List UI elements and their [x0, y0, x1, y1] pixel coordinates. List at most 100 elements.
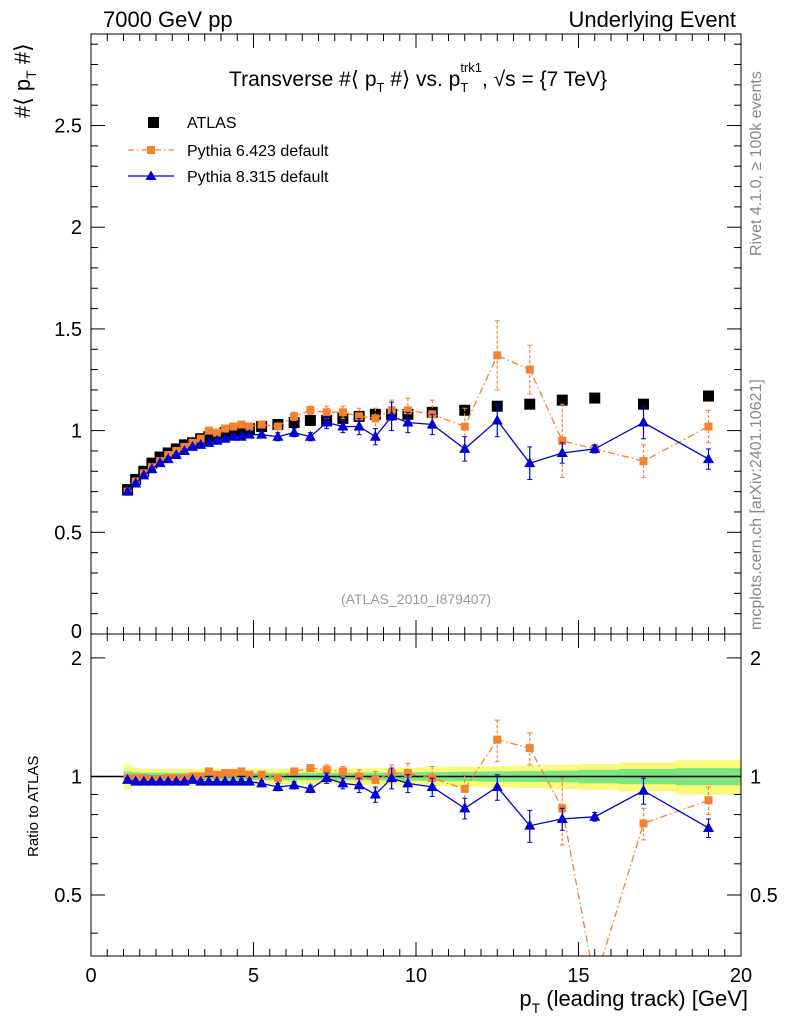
pythia6-point	[322, 408, 331, 417]
ratio-pythia6-point	[306, 764, 315, 773]
pythia6-point	[704, 422, 713, 431]
pythia8-point	[288, 426, 300, 437]
atlas-point	[203, 431, 215, 443]
ratio-pythia6-point	[257, 770, 266, 779]
pythia8-point	[170, 449, 182, 460]
main-y-tick-label: 0	[71, 621, 82, 643]
ratio-pythia8-point	[243, 775, 255, 786]
pythia6-point	[245, 422, 254, 431]
main-y-tick-label: 2	[71, 217, 82, 239]
ratio-pythia6-point	[273, 774, 282, 783]
ratio-pythia8-point	[211, 775, 223, 786]
ratio-frame	[90, 633, 742, 957]
ratio-pythia8-point	[524, 819, 536, 830]
ratio-pythia8-point	[703, 821, 714, 832]
pythia8-point	[272, 430, 284, 441]
pythia8-point	[195, 438, 207, 449]
ratio-pythia6-point	[639, 819, 648, 828]
ratio-pythia8-point	[491, 781, 503, 792]
legend-atlas-marker	[148, 117, 159, 128]
ratio-pythia8-point	[178, 775, 190, 786]
pythia8-point	[556, 446, 568, 457]
ratio-pythia8-point	[154, 775, 166, 786]
main-panel: Transverse #⟨ pT #⟩ vs. pTtrk1, √s = {7 …	[10, 33, 742, 643]
pythia8-point	[154, 457, 166, 468]
legend-pythia6-label: Pythia 6.423 default	[187, 143, 329, 160]
pythia8-point	[219, 432, 231, 443]
pythia6-line	[127, 354, 709, 493]
ratio-pythia8-line	[127, 777, 709, 829]
pythia6-point	[212, 428, 221, 437]
ratio-pythia6-point	[322, 765, 331, 774]
ratio-pythia6-point	[229, 769, 238, 778]
ratio-pythia6-point	[355, 772, 364, 781]
ratio-pythia8-point	[203, 775, 215, 786]
legend-pythia6-marker	[147, 146, 155, 154]
pythia6-point	[204, 426, 213, 435]
ratio-y-axis-label: Ratio to ATLAS	[25, 756, 42, 857]
ratio-pythia8-point	[130, 775, 142, 786]
pythia8-point	[524, 457, 536, 468]
header-right: Underlying Event	[568, 7, 736, 32]
pythia8-point	[426, 418, 438, 429]
pythia6-point	[338, 408, 347, 417]
pythia8-point	[703, 453, 714, 464]
main-axis-ticks: 0.5 1 1.5 2 2.5 0	[54, 34, 742, 643]
pythia8-point	[235, 430, 247, 441]
main-y-tick-label: 1.5	[54, 319, 82, 341]
ratio-pythia8-point	[272, 781, 284, 792]
x-tick-label: 5	[248, 965, 259, 987]
ratio-pythia6-point	[371, 775, 380, 784]
ratio-pythia6-point	[493, 735, 502, 744]
ratio-pythia8-point	[321, 772, 333, 783]
pythia8-point	[337, 420, 349, 431]
ratio-pythia8-point	[288, 779, 300, 790]
x-axis-label: pT (leading track) [GeV]	[519, 986, 748, 1016]
ratio-pythia6-point	[237, 767, 246, 776]
pythia8-point	[491, 414, 503, 425]
pythia8-point	[227, 430, 239, 441]
ratio-pythia6-point	[525, 744, 534, 753]
pythia8-point	[304, 430, 316, 441]
atlas-point	[304, 414, 316, 426]
ratio-pythia8-point	[219, 775, 231, 786]
ratio-y-tick-label: 2	[71, 648, 82, 670]
main-y-tick-label: 2.5	[54, 116, 82, 138]
pythia8-point	[178, 444, 190, 455]
ratio-pythia6-point	[212, 770, 221, 779]
ratio-pythia6-point	[221, 769, 230, 778]
pythia8-point	[321, 416, 333, 427]
pythia6-point	[639, 457, 648, 466]
pythia8-point	[162, 453, 174, 464]
ratio-pythia6-line	[127, 738, 709, 956]
ratio-pythia8-point	[353, 779, 365, 790]
pythia6-point	[229, 422, 238, 431]
ratio-y-tick-label: 2	[750, 648, 761, 670]
ratio-pythia8-point	[459, 802, 471, 813]
pythia6-point	[237, 420, 246, 429]
x-tick-label: 10	[405, 965, 427, 987]
pythia8-point	[459, 442, 471, 453]
pythia8-point	[211, 434, 223, 445]
main-y-tick-label: 0.5	[54, 522, 82, 544]
atlas-point	[219, 427, 231, 439]
ratio-y-tick-label: 1	[71, 766, 82, 788]
pythia6-point	[196, 434, 205, 443]
pythia6-point	[403, 406, 412, 415]
atlas-point	[146, 457, 158, 469]
main-legend: ATLAS Pythia 6.423 default Pythia 8.315 …	[128, 115, 329, 186]
ratio-axis-ticks: 0 5 10 15 20 0.5 0.5 1 1 2 2	[54, 634, 778, 987]
main-y-tick-label: 1	[71, 421, 82, 443]
ratio-pythia6-point	[245, 770, 254, 779]
ratio-pythia8-point	[337, 777, 349, 788]
ratio-pythia6-point	[704, 796, 713, 805]
ratio-pythia8-point	[146, 775, 158, 786]
pythia8-point	[638, 416, 649, 427]
legend-pythia8-label: Pythia 8.315 default	[187, 169, 329, 186]
ratio-pythia6-point	[338, 767, 347, 776]
pythia6-point	[273, 422, 282, 431]
atlas-point	[288, 416, 300, 428]
pythia8-point	[122, 485, 134, 496]
pythia6-point	[257, 420, 266, 429]
